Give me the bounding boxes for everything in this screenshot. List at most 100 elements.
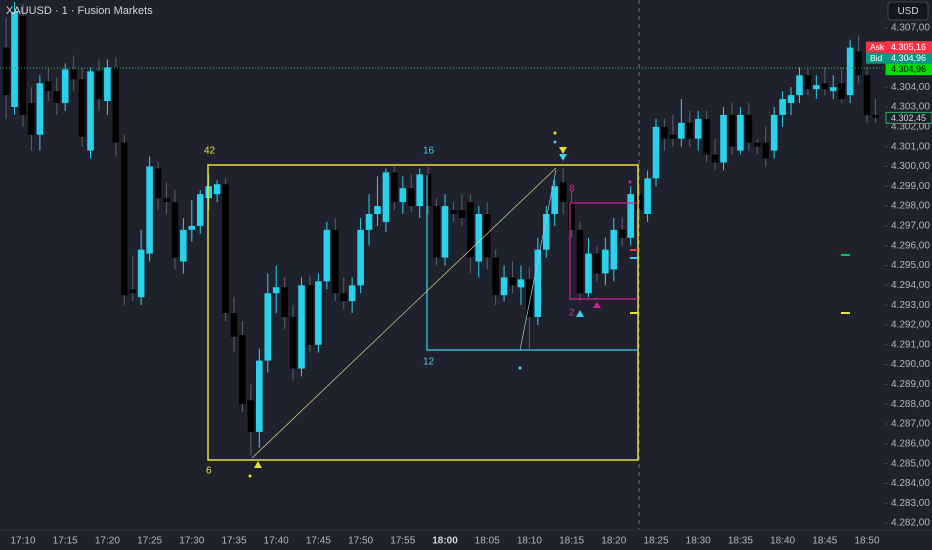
candle-body <box>171 202 179 258</box>
y-tick-label: 4.301,00 <box>891 141 930 152</box>
candle-body <box>374 206 381 214</box>
candle-body <box>315 281 322 345</box>
candle-body <box>492 257 499 296</box>
y-tick-label: 4.295,00 <box>891 260 930 271</box>
candle-body <box>399 188 407 203</box>
x-tick-label: 18:25 <box>643 536 668 547</box>
candle-body <box>467 202 474 258</box>
y-tick-label: 4.292,00 <box>891 320 930 331</box>
x-tick-label: 18:45 <box>812 536 837 547</box>
candle-body <box>610 229 618 270</box>
candle-body <box>247 400 255 432</box>
marker <box>553 131 557 135</box>
candle-body <box>19 15 27 115</box>
candle-body <box>196 194 204 226</box>
candle-body <box>61 69 69 104</box>
candle-body <box>306 285 314 345</box>
candle-body <box>644 178 651 214</box>
x-tick-label: 17:35 <box>221 536 246 547</box>
candle-body <box>551 186 559 214</box>
candle-body <box>534 249 542 318</box>
x-tick-label: 18:15 <box>559 536 584 547</box>
price-label: 4.302,45 <box>891 113 926 123</box>
candle-body <box>483 213 491 258</box>
y-tick-label: 4.299,00 <box>891 181 930 192</box>
candle-body <box>711 154 719 163</box>
y-tick-label: 4.285,00 <box>891 458 930 469</box>
x-tick-label: 17:30 <box>179 536 204 547</box>
candle-body <box>787 95 795 104</box>
candle-body <box>256 360 263 432</box>
candle-body <box>678 122 685 139</box>
candle-body <box>458 210 466 218</box>
candle-body <box>821 83 829 90</box>
marker <box>576 310 584 317</box>
x-tick-label: 17:10 <box>10 536 35 547</box>
candle-body <box>2 47 10 96</box>
marker <box>248 474 252 478</box>
candle-body <box>737 114 744 151</box>
candle-body <box>146 166 153 254</box>
candle-body <box>104 67 111 102</box>
candle-body <box>340 293 348 302</box>
y-tick-label: 4.293,00 <box>891 300 930 311</box>
candle-body <box>770 114 778 151</box>
candle-body <box>509 277 516 286</box>
candle-body <box>720 114 727 163</box>
y-tick-label: 4.304,00 <box>891 82 930 93</box>
range-box <box>426 175 638 351</box>
candle-body <box>416 174 423 207</box>
candle-body <box>838 83 845 100</box>
candle-body <box>433 206 440 258</box>
price-label-name: Bid <box>870 53 883 63</box>
candle-body <box>686 122 694 139</box>
currency-button[interactable] <box>887 1 929 21</box>
candle-body <box>87 71 94 151</box>
candle-body <box>78 79 86 137</box>
y-tick-label: 4.287,00 <box>891 419 930 430</box>
candle-body <box>163 198 170 203</box>
candle-body <box>804 75 812 90</box>
marker <box>254 461 262 468</box>
candle-body <box>382 172 390 222</box>
marker <box>553 140 557 144</box>
annotation: 12 <box>423 357 435 368</box>
y-tick-label: 4.289,00 <box>891 379 930 390</box>
x-tick-label: 17:50 <box>348 536 373 547</box>
trend-line <box>519 169 557 351</box>
y-tick-label: 4.294,00 <box>891 280 930 291</box>
candle-body <box>585 253 592 294</box>
x-tick-label: 17:20 <box>95 536 120 547</box>
candle-body <box>813 85 820 90</box>
candle-body <box>661 126 668 139</box>
candle-body <box>36 83 44 135</box>
price-label-box <box>885 111 932 124</box>
candle-body <box>517 279 525 288</box>
marker <box>518 366 522 370</box>
candle-body <box>137 249 145 298</box>
x-tick-label: 18:30 <box>686 536 711 547</box>
candle-body <box>272 287 280 294</box>
x-tick-label: 18:00 <box>432 536 458 547</box>
annotation: 8 <box>569 184 575 195</box>
currency-label[interactable]: USD <box>897 6 918 17</box>
chart-title: XAUUSD · 1 · Fusion Markets <box>6 5 153 17</box>
candle-body <box>331 229 339 294</box>
candle-body <box>652 126 660 179</box>
candle-body <box>28 103 35 135</box>
y-tick-label: 4.303,00 <box>891 102 930 113</box>
candle-body <box>45 81 52 92</box>
candle-body <box>855 51 862 76</box>
trend-line <box>251 167 557 459</box>
range-box <box>569 202 638 300</box>
y-tick-label: 4.297,00 <box>891 221 930 232</box>
y-tick-label: 4.298,00 <box>891 201 930 212</box>
candle-body <box>348 285 356 302</box>
price-label-name-box <box>866 41 886 53</box>
axes: 4.307,00 4.304,00 4.303,00 4.302,00 4.301,00… <box>10 22 932 547</box>
candle-body <box>762 142 770 159</box>
y-tick-label: 4.300,00 <box>891 161 930 172</box>
candle-body <box>669 134 677 139</box>
candle-body <box>112 67 120 143</box>
